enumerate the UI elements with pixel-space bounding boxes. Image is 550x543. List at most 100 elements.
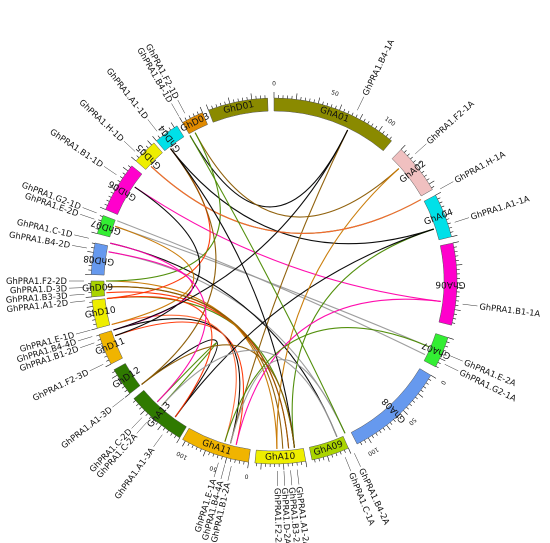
gene-leader [112,397,125,408]
tick-mark [360,442,363,446]
synteny-link [141,344,296,448]
tick-mark [335,105,337,109]
tick-mark [439,201,443,204]
tick-mark [327,455,330,462]
tick-mark [382,131,385,134]
gene-leader [220,464,226,480]
synteny-link [141,339,218,418]
chromosome-ghd05: GhD05 [131,140,164,171]
tick-mark [330,104,333,108]
tick-mark [420,389,424,393]
tick-marks [152,122,175,142]
gene-label-ghpra1-f2-1a: GhPRA1.F2-1A [424,98,476,146]
gene-leader [75,329,91,335]
tick-mark [456,264,463,266]
tick-mark [305,461,308,468]
tick-mark [179,117,183,123]
tick-marks [133,400,181,444]
gene-leader [80,342,95,348]
synteny-link [170,148,296,448]
tick-marks [179,106,203,123]
tick-mark [155,422,159,425]
chromosome-band [423,333,449,368]
tick-marks [131,140,152,162]
chromosome-band [90,280,105,298]
tick-mark [382,427,386,431]
tick-mark [400,144,406,150]
tick-mark [142,148,146,152]
tick-mark [91,242,95,244]
gene-leader [415,143,427,155]
gene-leader [74,234,89,239]
chromosome-ghd12: GhD12 [111,363,143,398]
gene-label-ghpra1-a1-1a: GhPRA1.A1-1A [469,193,531,222]
chromosome-gha13: GhA13 [133,389,187,444]
chromosome-band [105,165,143,215]
tick-mark [452,322,456,324]
tick-mark [447,222,451,225]
tick-mark [212,453,215,457]
tick-mark [450,231,454,233]
chromosome-ghd01: GhD01 [205,93,269,123]
chromosome-band [350,368,432,445]
tick-mark [170,432,173,436]
tick-mark [99,206,106,210]
gene-leader [80,214,95,220]
tick-mark [139,152,143,155]
tick-mark [91,314,95,317]
tick-mark [219,102,222,106]
tick-mark [407,153,410,156]
tick-mark [375,432,378,436]
tick-mark [152,419,155,422]
tick-marks [273,92,392,140]
synteny-link [229,129,349,444]
tick-value-label: 50 [330,89,340,98]
tick-mark [122,172,126,175]
synteny-link [114,225,429,348]
tick-mark [168,127,171,131]
chromosome-gha07: GhA07 [421,333,454,369]
tick-mark [119,382,123,385]
tick-mark [429,180,435,185]
tick-mark [98,219,102,222]
tick-mark [250,93,252,100]
tick-mark [351,112,354,116]
tick-mark [216,455,219,459]
tick-marks [256,461,308,470]
tick-mark [157,425,162,431]
tick-mark [418,393,424,398]
gene-leader [344,457,352,472]
tick-mark [446,341,450,344]
gene-leader [69,287,85,289]
tick-mark [145,145,149,149]
chromosome-band [91,298,111,329]
chromosome-band [156,125,185,152]
tick-marks [99,165,131,210]
tick-mark [208,452,210,456]
tick-mark [452,241,459,244]
gene-leader [147,119,158,132]
chromosome-band [113,363,141,395]
tick-mark [335,453,338,457]
chromosome-ghd07: GhD07 [90,215,122,238]
tick-mark [85,296,92,298]
chromosome-ring: GhD01 GhA01050100GhA02GhA04GhA06GhA07GhA0… [82,81,466,480]
tick-mark [441,205,445,208]
tick-mark [108,195,112,198]
tick-mark [430,374,437,379]
gene-leader [444,364,459,372]
synteny-link [105,132,221,282]
tick-mark [234,459,236,463]
chromosome-label: GhA06 [435,279,466,290]
tick-marks [400,144,435,189]
tick-mark [317,97,321,104]
chromosome-ghd10: GhD10 [84,298,117,331]
tick-mark [371,123,374,127]
tick-mark [91,328,98,331]
chromosome-ghd11: GhD11 [94,330,127,368]
tick-mark [446,218,450,220]
tick-mark [196,111,199,115]
tick-mark [347,110,350,114]
